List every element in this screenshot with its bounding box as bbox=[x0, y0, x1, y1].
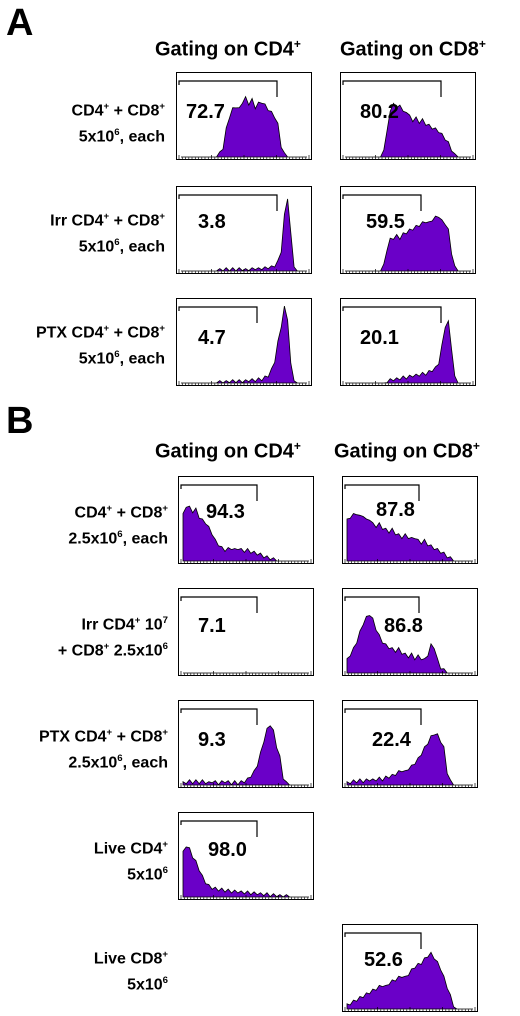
row-label-line1: Irr CD4+ 107 bbox=[81, 615, 168, 634]
row-label-line2: 2.5x106, each bbox=[68, 753, 168, 772]
histogram-area bbox=[181, 306, 307, 384]
histogram-a-r1-cd4 bbox=[176, 186, 312, 274]
row-label-line1: Live CD8+ bbox=[93, 949, 168, 968]
row-label-line1: CD4+ + CD8+ bbox=[71, 101, 165, 120]
row-label-b-2: PTX CD4+ + CD8+ 2.5x106, each bbox=[39, 722, 168, 775]
row-label-a-0: CD4+ + CD8+ 5x106, each bbox=[72, 96, 165, 149]
row-label-line2: 5x106 bbox=[127, 975, 168, 994]
panel-letter-b: B bbox=[6, 400, 34, 442]
histogram-area bbox=[182, 505, 309, 562]
row-label-line2: 5x106 bbox=[127, 865, 168, 884]
gate-bracket bbox=[178, 306, 258, 323]
row-label-line1: CD4+ + CD8+ bbox=[74, 503, 168, 522]
gate-percent-b-r2-cd8: 22.4 bbox=[372, 729, 411, 751]
histogram-svg bbox=[178, 306, 310, 386]
gate-percent-b-r1-cd8: 86.8 bbox=[384, 615, 423, 637]
row-label-line2: 5x106, each bbox=[78, 237, 165, 256]
histogram-svg bbox=[342, 80, 474, 160]
gate-bracket bbox=[342, 80, 442, 97]
histogram-area bbox=[182, 846, 309, 898]
gate-bracket bbox=[344, 596, 420, 613]
histogram-area bbox=[345, 319, 471, 384]
histogram-area bbox=[345, 102, 471, 158]
gate-percent-b-r4-cd8: 52.6 bbox=[364, 949, 403, 971]
gate-bracket bbox=[344, 932, 422, 949]
gate-bracket bbox=[180, 484, 258, 501]
gate-bracket bbox=[178, 194, 278, 211]
col-head-b-cd4: Gating on CD4+ bbox=[155, 439, 301, 463]
histogram-svg bbox=[344, 484, 476, 564]
gate-percent-b-r1-cd4: 7.1 bbox=[198, 615, 226, 637]
histogram-svg bbox=[344, 932, 476, 1012]
gate-bracket bbox=[180, 596, 258, 613]
histogram-b-r3-cd4 bbox=[178, 812, 314, 900]
histogram-svg bbox=[180, 484, 312, 564]
histogram-svg bbox=[342, 306, 474, 386]
col-head-b-cd8: Gating on CD8+ bbox=[334, 439, 480, 463]
row-label-line1: Live CD4+ bbox=[93, 839, 168, 858]
histogram-svg bbox=[180, 596, 312, 676]
gate-percent-a-r1-cd8: 59.5 bbox=[366, 211, 405, 233]
gate-bracket bbox=[344, 708, 422, 725]
row-label-a-2: PTX CD4+ + CD8+ 5x106, each bbox=[36, 318, 165, 371]
gate-bracket bbox=[180, 708, 258, 725]
gate-bracket bbox=[342, 306, 442, 323]
gate-bracket bbox=[178, 80, 278, 97]
histogram-svg bbox=[342, 194, 474, 274]
histogram-a-r0-cd4 bbox=[176, 72, 312, 160]
row-label-line1: PTX CD4+ + CD8+ bbox=[38, 727, 168, 746]
gate-bracket bbox=[342, 194, 422, 211]
histogram-svg bbox=[344, 708, 476, 788]
histogram-a-r2-cd8 bbox=[340, 298, 476, 386]
panel-letter-a: A bbox=[6, 2, 34, 44]
histogram-area bbox=[181, 95, 307, 158]
histogram-svg bbox=[180, 708, 312, 788]
row-label-line1: Irr CD4+ + CD8+ bbox=[50, 211, 165, 230]
row-label-b-4: Live CD8+ 5x106 bbox=[94, 944, 168, 997]
gate-percent-a-r2-cd4: 4.7 bbox=[198, 327, 226, 349]
row-label-line2: 2.5x106, each bbox=[68, 529, 168, 548]
histogram-svg bbox=[178, 80, 310, 160]
col-head-a-cd8: Gating on CD8+ bbox=[340, 37, 486, 61]
row-label-b-0: CD4+ + CD8+ 2.5x106, each bbox=[68, 498, 168, 551]
gate-percent-a-r0-cd4: 72.7 bbox=[186, 101, 225, 123]
histogram-area bbox=[345, 215, 471, 272]
gate-percent-a-r1-cd4: 3.8 bbox=[198, 211, 226, 233]
histogram-a-r0-cd8 bbox=[340, 72, 476, 160]
histogram-a-r2-cd4 bbox=[176, 298, 312, 386]
histogram-area bbox=[346, 615, 473, 674]
histogram-b-r2-cd8 bbox=[342, 700, 478, 788]
histogram-b-r1-cd4 bbox=[178, 588, 314, 676]
gate-percent-b-r0-cd4: 94.3 bbox=[206, 501, 245, 523]
histogram-a-r1-cd8 bbox=[340, 186, 476, 274]
histogram-area bbox=[346, 733, 473, 786]
gate-percent-b-r3-cd4: 98.0 bbox=[208, 839, 247, 861]
histogram-svg bbox=[178, 194, 310, 274]
histogram-svg bbox=[344, 596, 476, 676]
row-label-b-3: Live CD4+ 5x106 bbox=[94, 834, 168, 887]
histogram-area bbox=[181, 198, 307, 272]
col-head-a-cd4: Gating on CD4+ bbox=[155, 37, 301, 61]
histogram-area bbox=[346, 951, 473, 1010]
row-label-line2: 5x106, each bbox=[78, 127, 165, 146]
histogram-area bbox=[182, 725, 309, 786]
histogram-b-r0-cd8 bbox=[342, 476, 478, 564]
row-label-line1: PTX CD4+ + CD8+ bbox=[35, 323, 165, 342]
histogram-area bbox=[346, 513, 473, 562]
gate-percent-b-r0-cd8: 87.8 bbox=[376, 499, 415, 521]
gate-percent-b-r2-cd4: 9.3 bbox=[198, 729, 226, 751]
histogram-b-r0-cd4 bbox=[178, 476, 314, 564]
row-label-b-1: Irr CD4+ 107 + CD8+ 2.5x106 bbox=[58, 610, 168, 663]
gate-bracket bbox=[180, 820, 258, 837]
histogram-svg bbox=[180, 820, 312, 900]
histogram-b-r1-cd8 bbox=[342, 588, 478, 676]
gate-percent-a-r0-cd8: 80.2 bbox=[360, 101, 399, 123]
row-label-line2: + CD8+ 2.5x106 bbox=[57, 641, 168, 660]
histogram-b-r2-cd4 bbox=[178, 700, 314, 788]
gate-percent-a-r2-cd8: 20.1 bbox=[360, 327, 399, 349]
gate-bracket bbox=[344, 484, 420, 501]
histogram-b-r4-cd8 bbox=[342, 924, 478, 1012]
row-label-a-1: Irr CD4+ + CD8+ 5x106, each bbox=[50, 206, 165, 259]
row-label-line2: 5x106, each bbox=[78, 349, 165, 368]
